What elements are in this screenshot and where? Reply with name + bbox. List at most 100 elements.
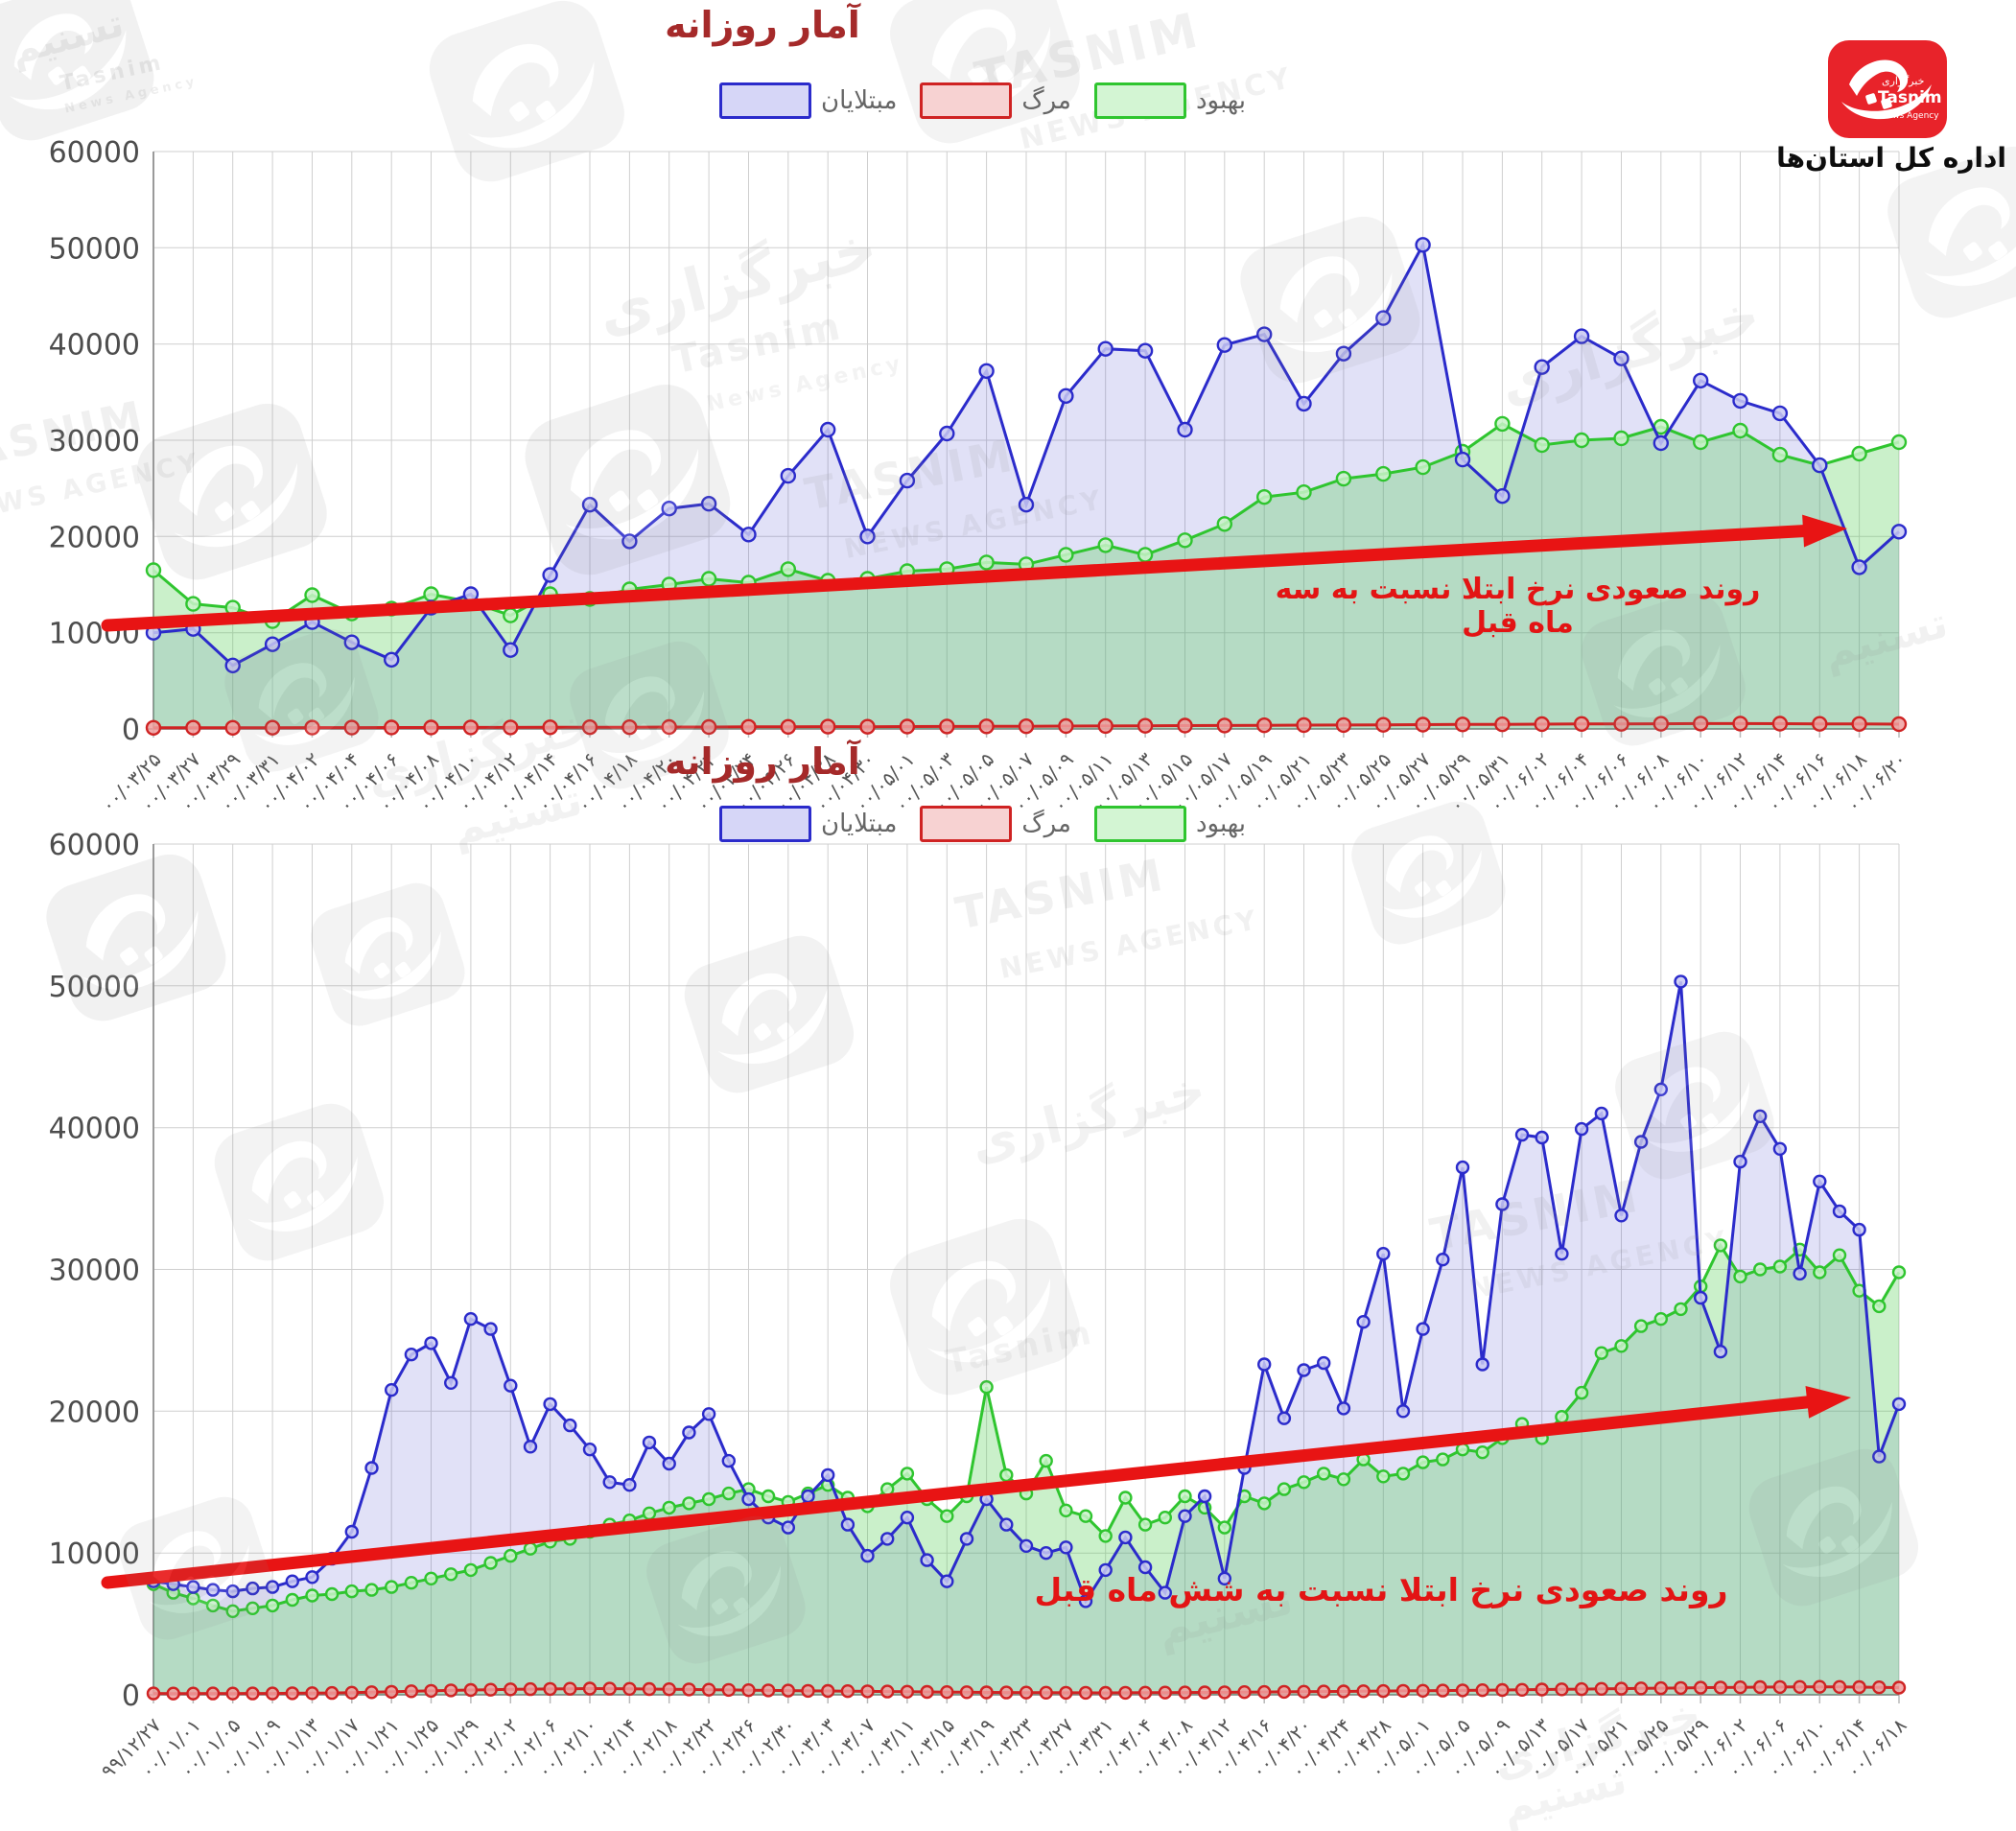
marker-infected: [1771, 405, 1789, 422]
marker-deaths: [462, 719, 480, 736]
marker-deaths: [1852, 1679, 1866, 1695]
marker-deaths: [1771, 716, 1789, 732]
chart1-legend: مبتلایان مرگ بهبود: [719, 82, 1246, 119]
marker-infected: [859, 528, 876, 545]
marker-deaths: [1097, 717, 1113, 735]
marker-infected: [622, 1477, 637, 1492]
marker-deaths: [741, 1682, 756, 1698]
marker-infected: [1375, 310, 1392, 326]
marker-deaths: [1574, 1681, 1589, 1697]
marker-recovered: [1137, 547, 1154, 563]
marker-deaths: [463, 1682, 479, 1698]
marker-infected: [1336, 1401, 1351, 1416]
marker-infected: [978, 363, 995, 379]
marker-recovered: [721, 1486, 736, 1501]
marker-recovered: [1277, 1482, 1292, 1496]
marker-recovered: [1771, 446, 1789, 463]
chart2-trend-annotation: روند صعودی نرخ ابتلا نسبت به شش ماه قبل: [1034, 1571, 1728, 1608]
markers-recovered: [145, 415, 1908, 629]
marker-deaths: [1752, 1679, 1768, 1695]
marker-deaths: [1376, 1683, 1391, 1699]
marker-deaths: [820, 718, 836, 735]
marker-infected: [1613, 350, 1629, 366]
y-axis-tick-label: 10000: [49, 1538, 140, 1571]
marker-deaths: [999, 1685, 1014, 1700]
marker-deaths: [959, 1685, 974, 1700]
y-axis-tick-label: 30000: [49, 1255, 140, 1288]
legend-label-infected: مبتلایان: [821, 86, 898, 115]
marker-recovered: [1297, 1475, 1311, 1490]
marker-deaths: [264, 719, 281, 736]
marker-infected: [1733, 1154, 1747, 1169]
legend-label-deaths: مرگ: [1021, 86, 1071, 115]
marker-infected: [1059, 1540, 1073, 1555]
marker-deaths: [761, 1683, 776, 1698]
marker-recovered: [1891, 1265, 1907, 1279]
y-axis-tick-label: 60000: [49, 136, 140, 170]
marker-deaths: [145, 719, 162, 736]
marker-deaths: [1436, 1683, 1450, 1698]
marker-infected: [860, 1548, 875, 1563]
marker-deaths: [224, 719, 241, 736]
marker-recovered: [1256, 1496, 1272, 1511]
marker-recovered: [1158, 1510, 1173, 1525]
marker-deaths: [1237, 1684, 1252, 1700]
marker-infected: [224, 657, 241, 673]
marker-deaths: [939, 718, 955, 735]
marker-infected: [1851, 559, 1867, 575]
marker-deaths: [700, 718, 717, 736]
marker-deaths: [324, 1685, 340, 1701]
marker-deaths: [285, 1686, 299, 1701]
marker-deaths: [1216, 717, 1233, 734]
marker-recovered: [999, 1467, 1014, 1483]
marker-infected: [1594, 1106, 1609, 1121]
marker-recovered: [1078, 1509, 1093, 1523]
marker-recovered: [1890, 434, 1908, 451]
marker-infected: [1614, 1209, 1629, 1223]
marker-infected: [821, 1467, 835, 1483]
marker-recovered: [1098, 1529, 1113, 1543]
trend-arrow: [101, 525, 1810, 632]
marker-recovered: [662, 1500, 676, 1515]
marker-recovered: [1692, 434, 1709, 451]
marker-infected: [1514, 1127, 1530, 1142]
marker-deaths: [1316, 1684, 1331, 1699]
marker-recovered: [1316, 1467, 1331, 1481]
marker-recovered: [404, 1575, 419, 1590]
marker-infected: [1217, 1571, 1232, 1586]
y-axis-tick-label: 20000: [49, 1396, 140, 1429]
marker-recovered: [265, 1598, 280, 1613]
marker-infected: [186, 1580, 200, 1594]
marker-infected: [1376, 1246, 1391, 1261]
marker-infected: [1534, 359, 1550, 375]
marker-recovered: [978, 554, 995, 571]
marker-infected: [920, 1553, 934, 1567]
marker-recovered: [324, 1586, 340, 1602]
marker-infected: [1812, 457, 1828, 474]
marker-infected: [1158, 1585, 1173, 1600]
y-axis-tick-label: 40000: [49, 329, 140, 363]
marker-recovered: [940, 1509, 954, 1523]
marker-deaths: [1177, 717, 1193, 734]
marker-deaths: [780, 718, 796, 735]
marker-infected: [1256, 1357, 1272, 1372]
marker-recovered: [145, 562, 162, 578]
legend-swatch-deaths: [920, 82, 1013, 119]
marker-deaths: [662, 1681, 676, 1697]
marker-deaths: [523, 1681, 538, 1697]
marker-deaths: [1733, 1679, 1747, 1695]
marker-deaths: [682, 1682, 696, 1697]
marker-deaths: [602, 1681, 617, 1696]
legend-swatch-deaths: [920, 806, 1013, 842]
marker-deaths: [1019, 1685, 1034, 1700]
legend-item-deaths: مرگ: [920, 806, 1071, 842]
marker-deaths: [1614, 1681, 1629, 1696]
marker-deaths: [1255, 717, 1273, 734]
marker-deaths: [1633, 1681, 1649, 1696]
marker-deaths: [364, 1685, 379, 1700]
marker-infected: [880, 1532, 895, 1546]
marker-deaths: [1891, 1680, 1907, 1695]
marker-infected: [662, 1456, 676, 1471]
marker-recovered: [1296, 484, 1312, 501]
